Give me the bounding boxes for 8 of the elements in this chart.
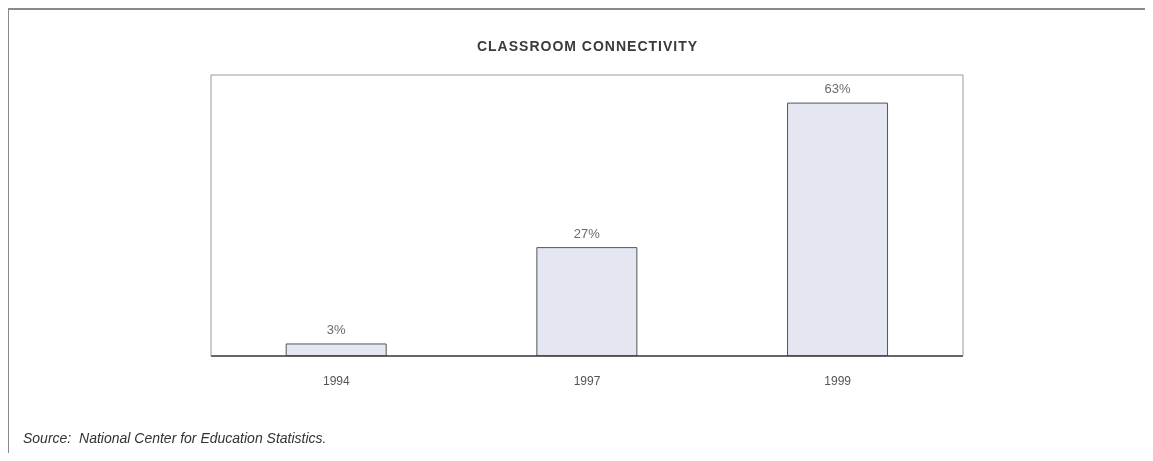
data-label: 63% xyxy=(824,81,851,97)
x-tick-label: 1994 xyxy=(322,373,350,388)
x-tick-label: 1997 xyxy=(573,373,601,388)
source-note: Source: National Center for Education Statistics. xyxy=(23,430,327,446)
x-tick-label: 1999 xyxy=(824,373,852,388)
chart-title: CLASSROOM CONNECTIVITY xyxy=(475,38,700,54)
data-label: 3% xyxy=(326,321,347,337)
data-label: 27% xyxy=(573,225,601,241)
